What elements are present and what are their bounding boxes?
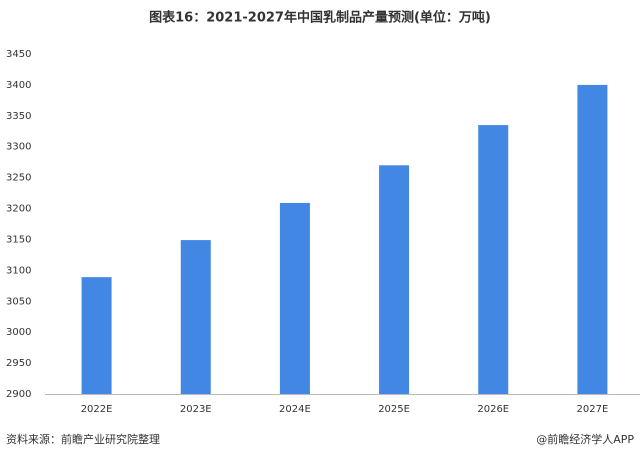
bar	[379, 165, 410, 394]
x-tick-label: 2026E	[477, 404, 509, 415]
source-note: 资料来源：前瞻产业研究院整理	[6, 432, 160, 446]
y-tick-label: 3100	[6, 265, 31, 276]
y-tick-label: 3300	[6, 142, 31, 153]
x-tick-label: 2027E	[577, 404, 609, 415]
chart-title: 图表16：2021-2027年中国乳制品产量预测(单位：万吨)	[149, 10, 491, 26]
y-tick-label: 2950	[6, 358, 31, 369]
y-tick-label: 3200	[6, 204, 31, 215]
y-tick-label: 3450	[6, 49, 31, 60]
credit: @前瞻经济学人APP	[536, 432, 634, 446]
y-tick-label: 2900	[6, 389, 31, 400]
y-tick-label: 3400	[6, 80, 31, 91]
y-tick-label: 3150	[6, 234, 31, 245]
x-tick-label: 2024E	[279, 404, 311, 415]
x-tick-label: 2025E	[378, 404, 410, 415]
y-tick-label: 3050	[6, 296, 31, 307]
bar	[180, 240, 211, 394]
x-tick-label: 2023E	[180, 404, 212, 415]
bar	[577, 84, 608, 394]
y-tick-label: 3250	[6, 173, 31, 184]
x-tick-label: 2022E	[81, 404, 113, 415]
y-tick-label: 3350	[6, 111, 31, 122]
bar	[478, 125, 509, 394]
bar	[81, 277, 112, 394]
bar	[279, 202, 310, 394]
y-tick-label: 3000	[6, 327, 31, 338]
